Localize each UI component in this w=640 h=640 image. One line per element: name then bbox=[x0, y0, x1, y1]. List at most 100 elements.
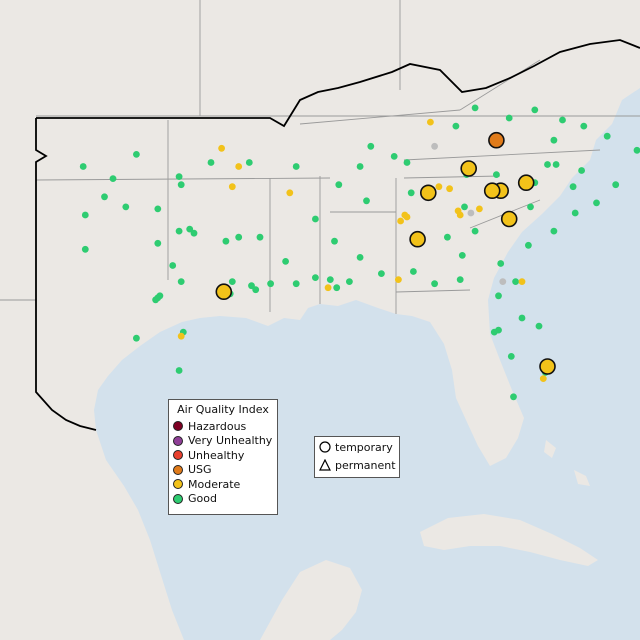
site-marker-other[interactable] bbox=[499, 278, 507, 285]
site-marker-good[interactable] bbox=[580, 122, 588, 130]
site-marker-good[interactable] bbox=[190, 229, 198, 237]
site-marker-good[interactable] bbox=[356, 254, 364, 261]
site-marker-moderate[interactable] bbox=[401, 211, 409, 219]
site-marker-good[interactable] bbox=[390, 153, 398, 160]
site-marker-good[interactable] bbox=[497, 260, 505, 267]
site-marker-good[interactable] bbox=[535, 322, 543, 330]
site-marker-good[interactable] bbox=[175, 227, 183, 235]
site-marker-good[interactable] bbox=[367, 142, 375, 150]
site-marker-good[interactable] bbox=[292, 280, 300, 288]
site-marker-good[interactable] bbox=[156, 292, 164, 300]
site-marker-good[interactable] bbox=[175, 367, 183, 374]
site-marker-moderate[interactable] bbox=[435, 183, 443, 191]
site-marker-moderate[interactable] bbox=[460, 160, 478, 177]
site-marker-good[interactable] bbox=[603, 132, 611, 140]
site-marker-good[interactable] bbox=[363, 197, 370, 205]
site-marker-good[interactable] bbox=[559, 116, 566, 124]
site-marker-good[interactable] bbox=[222, 237, 230, 245]
site-marker-moderate[interactable] bbox=[500, 210, 518, 228]
site-marker-moderate[interactable] bbox=[456, 211, 464, 219]
site-marker-good[interactable] bbox=[335, 181, 343, 189]
site-marker-moderate[interactable] bbox=[539, 375, 547, 382]
site-marker-good[interactable] bbox=[312, 274, 319, 281]
site-marker-good[interactable] bbox=[175, 173, 183, 181]
site-marker-good[interactable] bbox=[245, 159, 253, 166]
site-marker-good[interactable] bbox=[550, 136, 558, 144]
site-marker-good[interactable] bbox=[154, 239, 162, 247]
site-marker-good[interactable] bbox=[552, 161, 560, 168]
site-marker-good[interactable] bbox=[177, 181, 185, 189]
site-marker-moderate[interactable] bbox=[228, 183, 236, 191]
site-marker-moderate[interactable] bbox=[286, 189, 294, 197]
site-marker-good[interactable] bbox=[456, 276, 464, 283]
site-marker-good[interactable] bbox=[81, 245, 89, 253]
site-marker-good[interactable] bbox=[177, 278, 185, 285]
site-marker-good[interactable] bbox=[527, 203, 534, 211]
site-marker-good[interactable] bbox=[186, 225, 194, 233]
site-marker-good[interactable] bbox=[169, 262, 177, 269]
site-marker-good[interactable] bbox=[531, 106, 539, 114]
site-marker-good[interactable] bbox=[346, 278, 353, 285]
site-marker-good[interactable] bbox=[525, 241, 532, 249]
site-marker-good[interactable] bbox=[109, 175, 117, 183]
site-marker-good[interactable] bbox=[267, 280, 274, 288]
site-marker-good[interactable] bbox=[133, 334, 140, 342]
site-marker-good[interactable] bbox=[282, 258, 289, 265]
site-marker-moderate[interactable] bbox=[409, 230, 426, 248]
site-marker-good[interactable] bbox=[378, 270, 385, 277]
site-marker-moderate[interactable] bbox=[397, 217, 404, 225]
site-marker-good[interactable] bbox=[493, 171, 500, 179]
site-marker-good[interactable] bbox=[458, 252, 466, 259]
site-marker-moderate[interactable] bbox=[427, 118, 434, 126]
site-marker-good[interactable] bbox=[495, 292, 502, 300]
site-marker-good[interactable] bbox=[431, 280, 438, 288]
site-marker-good[interactable] bbox=[490, 328, 498, 336]
site-marker-good[interactable] bbox=[410, 268, 417, 275]
site-marker-good[interactable] bbox=[471, 227, 479, 235]
site-marker-good[interactable] bbox=[122, 203, 130, 211]
site-marker-good[interactable] bbox=[101, 193, 108, 201]
site-marker-good[interactable] bbox=[578, 167, 585, 174]
site-marker-good[interactable] bbox=[571, 209, 579, 217]
site-marker-good[interactable] bbox=[235, 233, 243, 241]
site-marker-good[interactable] bbox=[612, 181, 620, 189]
site-marker-good[interactable] bbox=[510, 393, 517, 401]
site-marker-moderate[interactable] bbox=[483, 182, 501, 199]
site-marker-moderate[interactable] bbox=[235, 163, 243, 170]
site-marker-good[interactable] bbox=[593, 199, 600, 207]
site-marker-good[interactable] bbox=[444, 233, 451, 241]
site-marker-good[interactable] bbox=[356, 163, 364, 170]
site-marker-good[interactable] bbox=[252, 286, 260, 294]
site-marker-good[interactable] bbox=[452, 122, 460, 130]
site-marker-usg[interactable] bbox=[488, 131, 505, 149]
site-marker-moderate[interactable] bbox=[517, 174, 535, 191]
site-marker-good[interactable] bbox=[403, 159, 411, 166]
site-marker-moderate[interactable] bbox=[177, 332, 185, 340]
site-marker-good[interactable] bbox=[569, 183, 577, 191]
site-marker-moderate[interactable] bbox=[419, 184, 437, 202]
site-marker-good[interactable] bbox=[326, 276, 334, 283]
site-marker-good[interactable] bbox=[407, 189, 415, 197]
site-marker-good[interactable] bbox=[507, 353, 515, 360]
site-marker-other[interactable] bbox=[467, 209, 475, 217]
site-marker-good[interactable] bbox=[333, 284, 341, 292]
site-marker-good[interactable] bbox=[152, 296, 160, 304]
site-marker-good[interactable] bbox=[79, 163, 87, 170]
site-marker-good[interactable] bbox=[518, 314, 526, 322]
site-marker-good[interactable] bbox=[331, 237, 338, 245]
site-marker-good[interactable] bbox=[505, 114, 513, 122]
site-marker-moderate[interactable] bbox=[539, 358, 556, 375]
site-marker-good[interactable] bbox=[292, 163, 300, 170]
site-marker-moderate[interactable] bbox=[324, 284, 332, 292]
site-marker-good[interactable] bbox=[471, 104, 479, 112]
site-marker-good[interactable] bbox=[154, 205, 162, 213]
site-marker-moderate[interactable] bbox=[446, 185, 453, 193]
site-marker-good[interactable] bbox=[207, 159, 215, 166]
site-marker-moderate[interactable] bbox=[218, 144, 226, 152]
site-marker-good[interactable] bbox=[544, 161, 551, 168]
site-marker-good[interactable] bbox=[228, 278, 236, 285]
site-marker-good[interactable] bbox=[81, 211, 89, 219]
site-marker-other[interactable] bbox=[431, 142, 438, 150]
site-marker-good[interactable] bbox=[133, 151, 140, 158]
